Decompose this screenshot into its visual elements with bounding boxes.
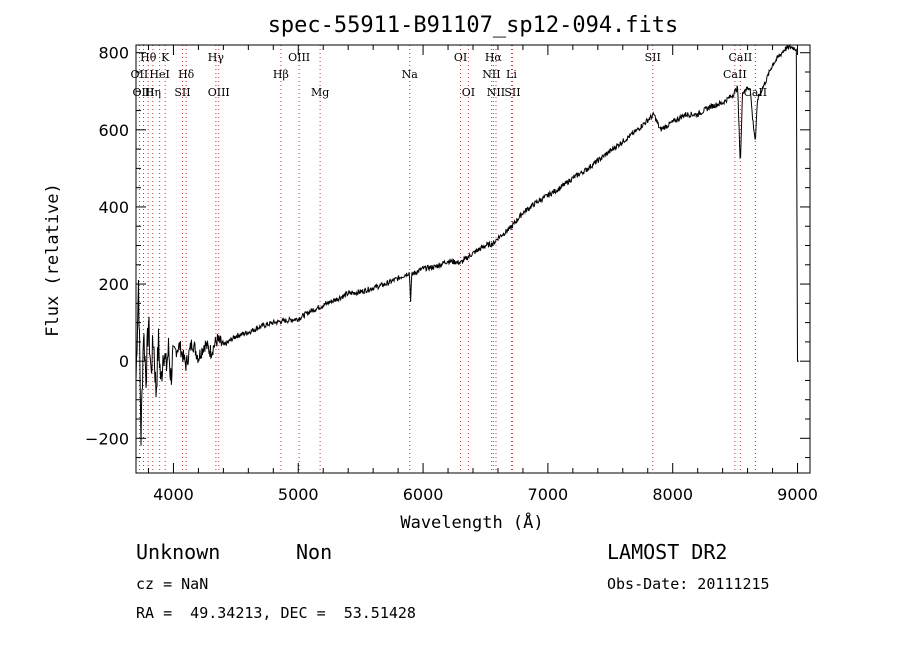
line-label: Hδ [178, 68, 195, 81]
line-label: OIII [132, 86, 154, 99]
x-tick-label: 4000 [153, 485, 194, 504]
plot-frame [135, 44, 811, 474]
y-tick-label: 0 [119, 352, 129, 371]
line-label: OIII [208, 86, 230, 99]
y-tick-label: 200 [98, 275, 129, 294]
line-label: Na [402, 68, 419, 81]
y-tick-label: 800 [98, 44, 129, 63]
line-label: CaII [743, 86, 767, 99]
line-label: Hγ [208, 51, 225, 64]
redshift-label: cz = NaN [136, 575, 209, 593]
line-label: CaII [723, 68, 747, 81]
line-label: SII [645, 51, 661, 64]
y-axis-label: Flux (relative) [43, 183, 63, 337]
line-label: Li [506, 68, 517, 81]
x-axis-label: Wavelength (Å) [400, 511, 543, 533]
spectral-line-markers [138, 45, 756, 473]
obs-date-label: Obs-Date: 20111215 [607, 575, 770, 593]
line-label: SII [174, 86, 190, 99]
spectrum-line [135, 44, 799, 446]
chart-title: spec-55911-B91107_sp12-094.fits [268, 13, 679, 38]
line-label: CaII [729, 51, 753, 64]
line-label: OI [454, 51, 467, 64]
survey-label: LAMOST DR2 [607, 540, 728, 564]
line-label: Hβ [273, 68, 289, 81]
line-label: OI [462, 86, 475, 99]
x-tick-label: 8000 [652, 485, 693, 504]
subclass-label: Non [296, 540, 333, 564]
x-tick-label: 6000 [403, 485, 444, 504]
line-label: Hη [145, 86, 161, 99]
line-label: Hα [485, 51, 503, 64]
x-tick-label: 9000 [777, 485, 818, 504]
line-label: OII [131, 68, 149, 81]
class-label: Unknown [136, 540, 221, 564]
x-tick-label: 7000 [528, 485, 569, 504]
y-tick-label: −200 [85, 429, 129, 448]
coordinates-label: RA = 49.34213, DEC = 53.51428 [136, 604, 416, 622]
y-tick-label: 400 [98, 198, 129, 217]
line-label: K [161, 51, 170, 64]
axis-ticks: 4000 5000 6000 7000 8000 9000 −200 0 200 400 600 80… [85, 44, 818, 504]
y-tick-label: 600 [98, 121, 129, 140]
line-label: SII [504, 86, 520, 99]
line-label: HeI [149, 68, 169, 81]
line-label: OIII [288, 51, 310, 64]
line-label: Mg [311, 86, 329, 99]
line-label: NII [487, 86, 505, 99]
line-label: Hθ [140, 51, 157, 64]
line-label: NII [482, 68, 500, 81]
x-tick-label: 5000 [278, 485, 319, 504]
